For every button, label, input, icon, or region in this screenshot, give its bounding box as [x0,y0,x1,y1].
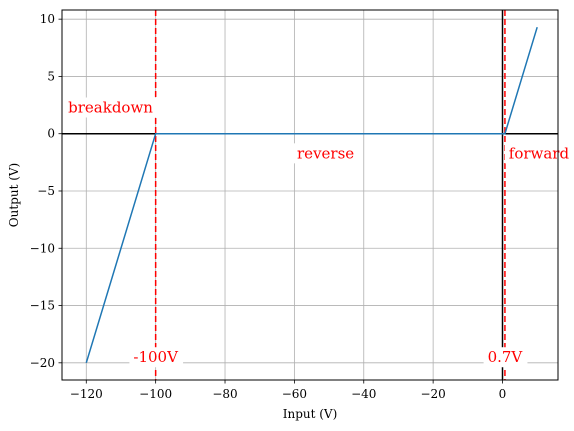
series-line [85,26,538,364]
annotation-background [293,143,359,164]
annotation-background [483,347,528,368]
y-tick-label: 5 [47,69,55,83]
y-tick-label: −5 [37,184,55,198]
x-tick-label: −120 [70,387,103,401]
annotation-background [64,97,158,118]
annotation-label: 0.7V [488,348,524,366]
x-tick-label: −60 [282,387,307,401]
annotation-background [504,143,574,164]
annotation-label: forward [509,144,570,162]
y-tick-label: −10 [30,241,55,255]
x-tick-label: 0 [499,387,507,401]
y-axis-label: Output (V) [7,163,21,227]
x-tick-label: −40 [351,387,376,401]
annotations: breakdown reverse forward -100V 0.7V [64,97,574,368]
x-tick-label: −100 [139,387,172,401]
annotation-label: breakdown [68,99,153,117]
x-tick-label: −20 [420,387,445,401]
ticks: −120 −100 −80 −60 −40 −20 0 −20 −15 −10 −5 0 5 10 [30,12,507,401]
y-tick-label: 10 [40,12,55,26]
y-tick-label: −20 [30,356,55,370]
x-axis-label: Input (V) [283,407,338,421]
annotation-background [129,347,184,368]
annotation-label: reverse [297,144,354,162]
series-layer [85,26,538,364]
y-tick-label: 0 [47,127,55,141]
x-tick-label: −80 [212,387,237,401]
y-tick-label: −15 [30,299,55,313]
annotation-label: -100V [133,348,179,366]
plot-frame [61,9,559,381]
